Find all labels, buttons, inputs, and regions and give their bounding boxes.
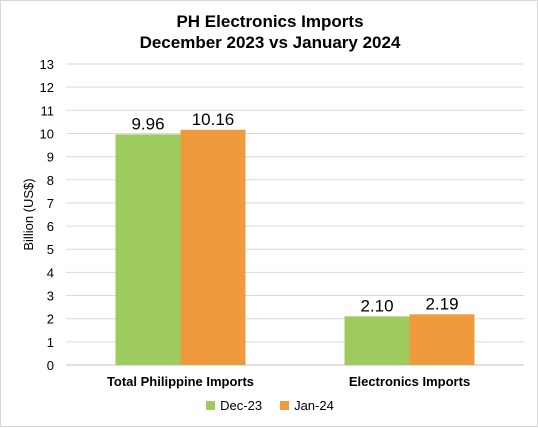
y-tick-label: 3 (47, 289, 54, 304)
legend-swatch (280, 401, 290, 410)
y-tick-label: 11 (41, 103, 55, 118)
legend: Dec-23 Jan-24 (1, 398, 538, 413)
chart-title-line2: December 2023 vs January 2024 (139, 33, 401, 52)
y-tick-label: 1 (47, 335, 54, 350)
legend-item: Dec-23 (206, 398, 262, 413)
y-tick-label: 0 (47, 358, 54, 373)
legend-label: Jan-24 (294, 398, 334, 413)
bar-dec-23 (344, 316, 410, 365)
y-tick-label: 6 (47, 219, 54, 234)
data-label: 2.19 (425, 294, 458, 313)
data-label: 10.16 (192, 110, 235, 129)
data-label: 2.10 (360, 296, 393, 315)
legend-item: Jan-24 (280, 398, 334, 413)
y-tick-label: 8 (47, 173, 54, 188)
y-axis-label: Billion (US$) (21, 178, 36, 250)
y-tick-label: 2 (47, 312, 54, 327)
bar-jan-24 (409, 314, 475, 365)
data-label: 9.96 (131, 114, 164, 133)
legend-label: Dec-23 (220, 398, 263, 413)
y-tick-label: 12 (40, 80, 54, 95)
category-label: Electronics Imports (349, 374, 470, 389)
bar-dec-23 (115, 134, 181, 365)
chart-title-line1: PH Electronics Imports (176, 12, 364, 31)
y-tick-label: 13 (40, 57, 54, 72)
y-tick-label: 7 (47, 196, 54, 211)
y-tick-label: 5 (47, 242, 54, 257)
legend-swatch (206, 401, 216, 410)
chart-title: PH Electronics Imports December 2023 vs … (1, 11, 538, 53)
y-tick-label: 9 (47, 150, 54, 165)
y-tick-label: 4 (47, 265, 54, 280)
bar-jan-24 (180, 129, 246, 365)
category-label: Total Philippine Imports (107, 374, 254, 389)
y-tick-label: 10 (40, 126, 54, 141)
